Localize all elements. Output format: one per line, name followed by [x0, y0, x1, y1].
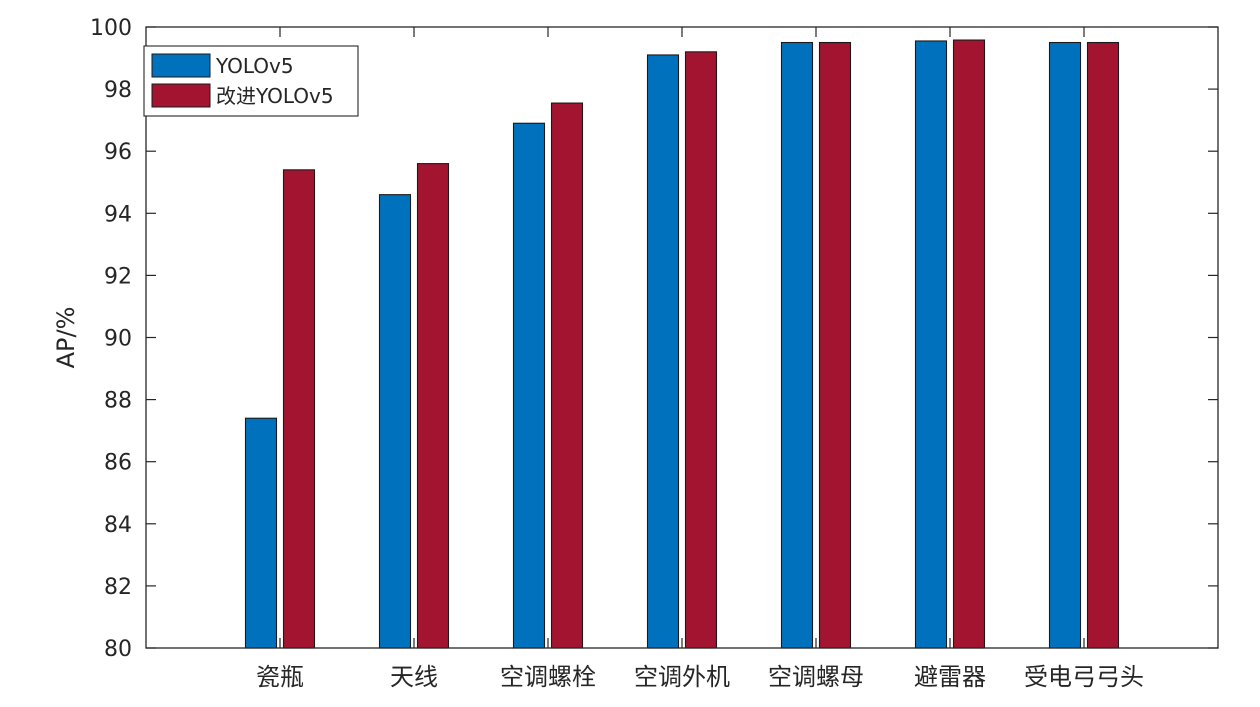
legend-label-1: YOLOv5 — [215, 54, 294, 78]
bar-improved-yolov5-1 — [282, 169, 316, 649]
x-category-label: 受电弓弓头 — [1024, 663, 1144, 691]
bar-yolov5-6 — [914, 40, 948, 649]
bar-improved-yolov5-2 — [416, 163, 450, 649]
y-tick-label: 94 — [104, 202, 132, 227]
bars-layer — [244, 39, 1120, 649]
x-category-label: 空调螺母 — [768, 663, 864, 691]
legend-swatch-1 — [151, 53, 211, 78]
legend-swatch-2 — [151, 83, 211, 108]
x-category-label: 空调螺栓 — [500, 663, 596, 691]
x-category-label: 瓷瓶 — [256, 663, 304, 691]
bar-yolov5-4 — [646, 54, 680, 649]
y-tick-label: 92 — [104, 264, 132, 289]
y-tick-label: 100 — [90, 16, 132, 41]
bar-yolov5-1 — [244, 417, 278, 649]
x-category-label: 天线 — [390, 663, 438, 691]
bar-yolov5-7 — [1048, 41, 1082, 649]
bar-yolov5-2 — [378, 194, 412, 649]
y-axis: 80 82 84 86 88 90 92 94 96 98 100 — [90, 16, 1218, 662]
x-category-label: 避雷器 — [914, 663, 986, 691]
y-tick-label: 86 — [104, 451, 132, 476]
y-tick-label: 88 — [104, 389, 132, 414]
y-tick-label: 80 — [104, 637, 132, 662]
legend: YOLOv5 改进YOLOv5 — [143, 45, 359, 117]
y-axis-label: AP/% — [52, 307, 80, 369]
y-tick-label: 90 — [104, 327, 132, 352]
bar-improved-yolov5-3 — [550, 102, 584, 649]
legend-label-2: 改进YOLOv5 — [216, 84, 334, 108]
bar-improved-yolov5-6 — [952, 39, 986, 649]
bar-improved-yolov5-4 — [684, 51, 718, 649]
y-tick-label: 82 — [104, 575, 132, 600]
y-tick-label: 84 — [104, 513, 132, 538]
x-category-label: 空调外机 — [634, 663, 730, 691]
bar-yolov5-3 — [512, 122, 546, 649]
x-axis: 瓷瓶 天线 空调螺栓 空调外机 空调螺母 避雷器 受电弓弓头 — [256, 27, 1144, 691]
bar-improved-yolov5-5 — [818, 41, 852, 649]
y-tick-label: 96 — [104, 140, 132, 165]
y-tick-label: 98 — [104, 78, 132, 103]
bar-improved-yolov5-7 — [1086, 41, 1120, 649]
bar-yolov5-5 — [780, 41, 814, 649]
